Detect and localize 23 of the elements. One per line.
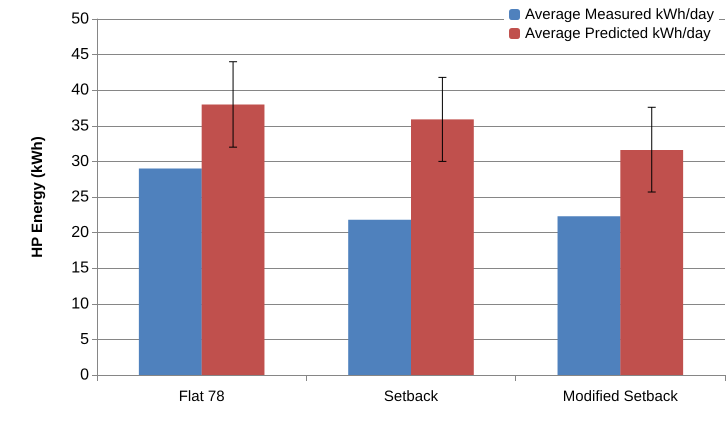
y-tick-label: 0 (80, 366, 90, 384)
x-tick-label: Modified Setback (562, 388, 678, 405)
legend-label: Average Measured kWh/day (525, 6, 714, 23)
y-tick-label: 40 (71, 82, 90, 99)
y-tick-label: 20 (71, 224, 90, 242)
bar (202, 104, 264, 375)
y-tick-label: 10 (71, 295, 90, 312)
bar (620, 150, 684, 375)
x-tick-label: Flat 78 (178, 388, 225, 405)
y-tick-label: 45 (71, 46, 90, 64)
bar (558, 216, 620, 375)
y-tick-label: 5 (80, 330, 90, 348)
y-axis-title: HP Energy (kWh) (29, 136, 46, 258)
bar (411, 119, 474, 375)
bar (348, 220, 411, 375)
y-tick-label: 50 (71, 10, 90, 28)
bar (138, 168, 202, 375)
y-tick-label: 30 (71, 152, 90, 170)
x-tick-label: Setback (384, 388, 439, 405)
y-tick-label: 25 (71, 188, 90, 206)
y-tick-label: 35 (71, 117, 90, 134)
y-tick-label: 15 (71, 260, 90, 277)
legend-label: Average Predicted kWh/day (525, 25, 712, 42)
